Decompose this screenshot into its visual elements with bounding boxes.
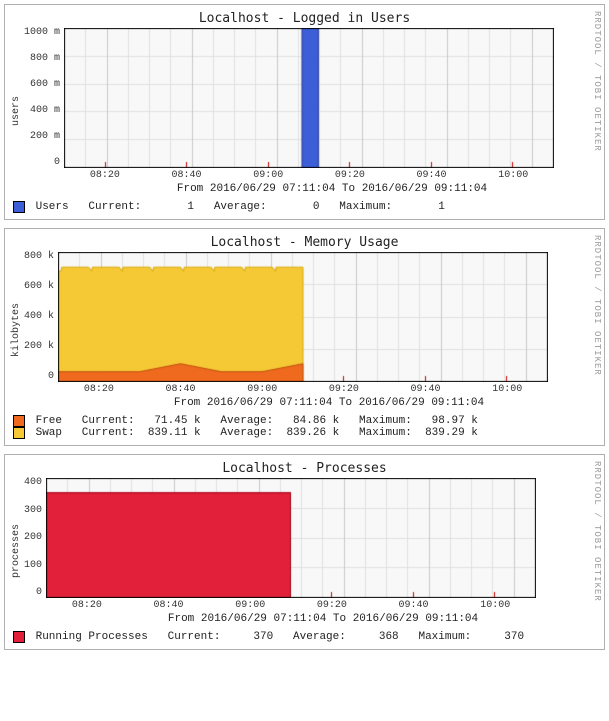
legend-swatch [13,415,25,427]
time-range-label: From 2016/06/29 07:11:04 To 2016/06/29 0… [64,183,600,195]
legend-swatch [13,201,25,213]
y-axis-label: processes [9,524,24,578]
y-axis-ticks: 1000 m800 m600 m400 m200 m0 [24,28,64,168]
rrdtool-credit: RRDTOOL / TOBI OETIKER [592,461,602,602]
plot-area [46,478,536,598]
rrdtool-credit: RRDTOOL / TOBI OETIKER [592,235,602,376]
y-axis-ticks: 800 k600 k400 k200 k0 [24,252,58,382]
legend-text: Users Current: 1 Average: 0 Maximum: 1 [29,201,445,213]
legend: Users Current: 1 Average: 0 Maximum: 1 [9,201,600,213]
x-axis-ticks: 08:2008:4009:0009:2009:4010:00 [64,168,554,181]
legend-row: Running Processes Current: 370 Average: … [13,631,600,643]
legend: Free Current: 71.45 k Average: 84.86 k M… [9,415,600,439]
y-axis-ticks: 4003002001000 [24,478,46,598]
x-axis-ticks: 08:2008:4009:0009:2009:4010:00 [46,598,536,611]
y-axis-label: users [9,96,24,126]
time-range-label: From 2016/06/29 07:11:04 To 2016/06/29 0… [46,613,600,625]
legend-swatch [13,427,25,439]
chart-title: Localhost - Memory Usage [9,235,600,250]
chart-panel-users: RRDTOOL / TOBI OETIKERLocalhost - Logged… [4,4,605,220]
chart-title: Localhost - Processes [9,461,600,476]
legend: Running Processes Current: 370 Average: … [9,631,600,643]
legend-row: Users Current: 1 Average: 0 Maximum: 1 [13,201,600,213]
plot-area [58,252,548,382]
legend-text: Swap Current: 839.11 k Average: 839.26 k… [29,427,478,439]
y-axis-label: kilobytes [9,303,24,357]
chart-panel-processes: RRDTOOL / TOBI OETIKERLocalhost - Proces… [4,454,605,650]
chart-panel-memory: RRDTOOL / TOBI OETIKERLocalhost - Memory… [4,228,605,446]
legend-row: Free Current: 71.45 k Average: 84.86 k M… [13,415,600,427]
legend-text: Running Processes Current: 370 Average: … [29,631,524,643]
legend-swatch [13,631,25,643]
legend-row: Swap Current: 839.11 k Average: 839.26 k… [13,427,600,439]
time-range-label: From 2016/06/29 07:11:04 To 2016/06/29 0… [58,397,600,409]
plot-area [64,28,554,168]
chart-title: Localhost - Logged in Users [9,11,600,26]
x-axis-ticks: 08:2008:4009:0009:2009:4010:00 [58,382,548,395]
rrdtool-credit: RRDTOOL / TOBI OETIKER [592,11,602,152]
legend-text: Free Current: 71.45 k Average: 84.86 k M… [29,415,478,427]
